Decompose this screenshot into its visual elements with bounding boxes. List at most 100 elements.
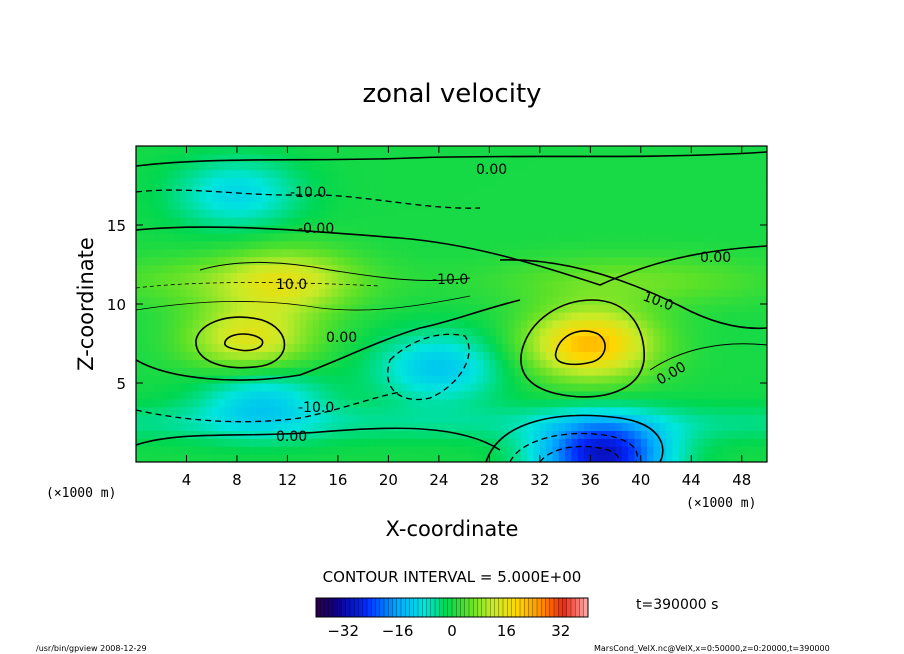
heatmap-cell (741, 169, 749, 179)
heatmap-cell (199, 272, 207, 281)
heatmap-cell (703, 185, 711, 194)
heatmap-cell (716, 406, 724, 416)
heatmap-cell (192, 193, 200, 202)
heatmap-cell (388, 430, 396, 439)
heatmap-cell (596, 454, 604, 462)
heatmap-cell (514, 232, 522, 242)
heatmap-cell (186, 248, 194, 258)
heatmap-cell (356, 375, 364, 384)
heatmap-cell (344, 430, 352, 439)
heatmap-cell (173, 264, 181, 273)
heatmap-cell (470, 240, 478, 250)
heatmap-cell (697, 351, 705, 360)
heatmap-cell (394, 383, 402, 392)
heatmap-cell (741, 398, 749, 408)
heatmap-cell (748, 256, 755, 266)
heatmap-cell (407, 367, 415, 376)
heatmap-cell (722, 256, 730, 266)
colorbar-swatch (575, 598, 580, 617)
heatmap-cell (565, 296, 572, 305)
heatmap-cell (432, 414, 440, 424)
heatmap-cell (495, 248, 503, 258)
heatmap-cell (615, 343, 623, 352)
heatmap-cell (609, 311, 617, 321)
heatmap-cell (268, 454, 276, 462)
heatmap-cell (520, 248, 528, 258)
heatmap-cell (211, 185, 219, 194)
heatmap-cell (716, 422, 724, 431)
heatmap-cell (161, 383, 169, 392)
heatmap-cell (224, 319, 232, 329)
heatmap-cell (426, 256, 434, 266)
heatmap-cell (546, 193, 554, 202)
heatmap-cell (413, 296, 421, 305)
heatmap-cell (394, 185, 402, 194)
heatmap-cell (539, 288, 547, 297)
y-tick-label: 15 (107, 217, 126, 235)
heatmap-cell (337, 217, 345, 226)
heatmap-cell (205, 296, 213, 305)
heatmap-cell (312, 304, 320, 313)
heatmap-cell (571, 296, 579, 305)
heatmap-cell (344, 414, 352, 424)
heatmap-cell (205, 454, 213, 462)
heatmap-cell (306, 398, 314, 408)
heatmap-cell (628, 248, 636, 258)
heatmap-cell (716, 201, 724, 210)
heatmap-cell (243, 319, 251, 329)
heatmap-cell (533, 272, 541, 281)
heatmap-cell (249, 248, 257, 258)
heatmap-cell (211, 351, 219, 360)
heatmap-cell (735, 335, 743, 345)
heatmap-cell (218, 406, 225, 416)
heatmap-cell (483, 319, 490, 329)
heatmap-cell (628, 406, 636, 416)
heatmap-cell (558, 280, 566, 289)
heatmap-cell (565, 240, 572, 250)
heatmap-cell (350, 319, 358, 329)
heatmap-cell (590, 225, 598, 234)
heatmap-cell (514, 406, 522, 416)
heatmap-cell (647, 304, 655, 313)
heatmap-cell (464, 390, 472, 400)
heatmap-cell (647, 153, 655, 163)
heatmap-cell (760, 161, 767, 171)
heatmap-cell (609, 438, 617, 447)
heatmap-cell (621, 256, 629, 266)
heatmap-cell (350, 201, 358, 210)
heatmap-cell (464, 225, 472, 234)
heatmap-cell (192, 240, 200, 250)
heatmap-cell (186, 232, 194, 242)
heatmap-cell (192, 406, 200, 416)
heatmap-cell (312, 351, 320, 360)
heatmap-cell (337, 201, 345, 210)
heatmap-cell (300, 161, 307, 171)
heatmap-cell (337, 304, 345, 313)
heatmap-cell (224, 398, 232, 408)
heatmap-cell (748, 422, 755, 431)
heatmap-cell (136, 209, 143, 218)
heatmap-cell (211, 177, 219, 187)
heatmap-cell (716, 225, 724, 234)
heatmap-cell (539, 232, 547, 242)
heatmap-cell (584, 454, 591, 462)
heatmap-cell (300, 446, 307, 455)
heatmap-cell (356, 383, 364, 392)
heatmap-cell (476, 319, 484, 329)
heatmap-cell (211, 201, 219, 210)
heatmap-cell (514, 414, 522, 424)
heatmap-cell (653, 248, 661, 258)
heatmap-cell (691, 177, 699, 187)
heatmap-cell (382, 304, 389, 313)
heatmap-cell (249, 398, 257, 408)
heatmap-cell (590, 177, 598, 187)
heatmap-cell (419, 335, 427, 345)
heatmap-cell (167, 454, 175, 462)
heatmap-cell (495, 343, 503, 352)
heatmap-cell (161, 327, 169, 337)
heatmap-cell (199, 161, 207, 171)
heatmap-cell (584, 335, 591, 345)
heatmap-cell (154, 296, 162, 305)
heatmap-cell (287, 201, 295, 210)
heatmap-cell (476, 280, 484, 289)
